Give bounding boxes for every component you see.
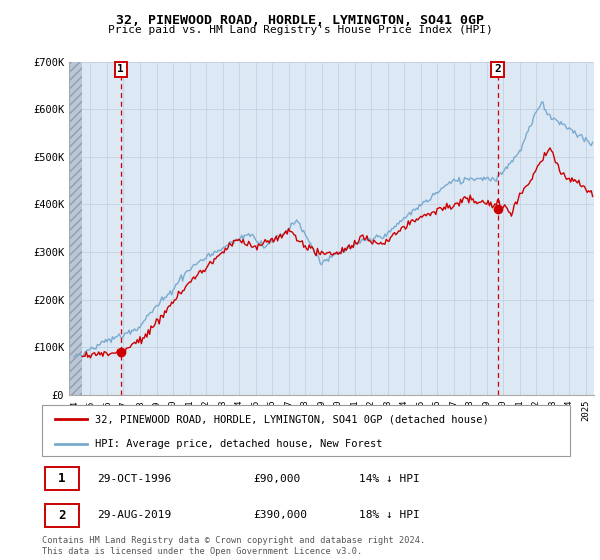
Text: 29-AUG-2019: 29-AUG-2019 (97, 510, 172, 520)
Text: 1: 1 (58, 472, 66, 486)
Text: £90,000: £90,000 (253, 474, 301, 484)
Bar (69, 62, 82, 395)
Text: Price paid vs. HM Land Registry's House Price Index (HPI): Price paid vs. HM Land Registry's House … (107, 25, 493, 35)
Text: 1: 1 (117, 64, 124, 74)
Text: 18% ↓ HPI: 18% ↓ HPI (359, 510, 419, 520)
Text: 29-OCT-1996: 29-OCT-1996 (97, 474, 172, 484)
Text: 14% ↓ HPI: 14% ↓ HPI (359, 474, 419, 484)
Text: 2: 2 (494, 64, 501, 74)
Text: HPI: Average price, detached house, New Forest: HPI: Average price, detached house, New … (95, 438, 382, 449)
Text: 2: 2 (58, 508, 66, 522)
Text: £390,000: £390,000 (253, 510, 307, 520)
Bar (44, 504, 79, 526)
Bar (44, 468, 79, 490)
Text: 32, PINEWOOD ROAD, HORDLE, LYMINGTON, SO41 0GP (detached house): 32, PINEWOOD ROAD, HORDLE, LYMINGTON, SO… (95, 414, 488, 424)
Text: 32, PINEWOOD ROAD, HORDLE, LYMINGTON, SO41 0GP: 32, PINEWOOD ROAD, HORDLE, LYMINGTON, SO… (116, 14, 484, 27)
Text: Contains HM Land Registry data © Crown copyright and database right 2024.
This d: Contains HM Land Registry data © Crown c… (42, 536, 425, 556)
